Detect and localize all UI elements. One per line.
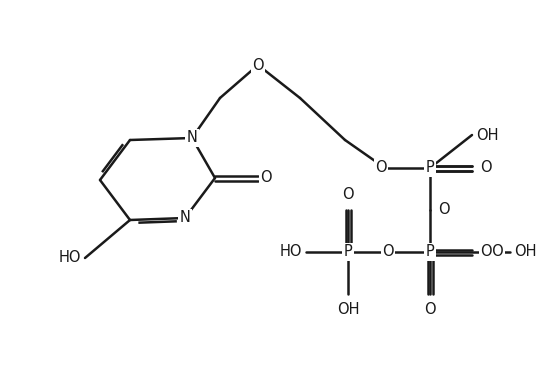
Text: N: N [179,210,190,226]
Text: O: O [438,203,450,217]
Text: O: O [480,244,492,260]
Text: P: P [426,244,434,260]
Text: O: O [342,187,354,202]
Text: HO: HO [279,244,302,260]
Text: HO: HO [58,251,81,266]
Text: O: O [342,187,354,202]
Text: O: O [260,170,272,185]
Text: OH: OH [337,302,359,317]
Text: OH: OH [476,128,498,142]
Text: =O: =O [480,244,504,260]
Text: P: P [426,160,434,176]
Text: O: O [480,160,492,176]
Text: O: O [252,57,264,72]
Text: N: N [186,131,197,145]
Text: O: O [375,160,387,176]
Text: O: O [424,302,436,317]
Text: O: O [382,244,394,260]
Text: OH: OH [514,244,536,260]
Text: P: P [344,244,353,260]
